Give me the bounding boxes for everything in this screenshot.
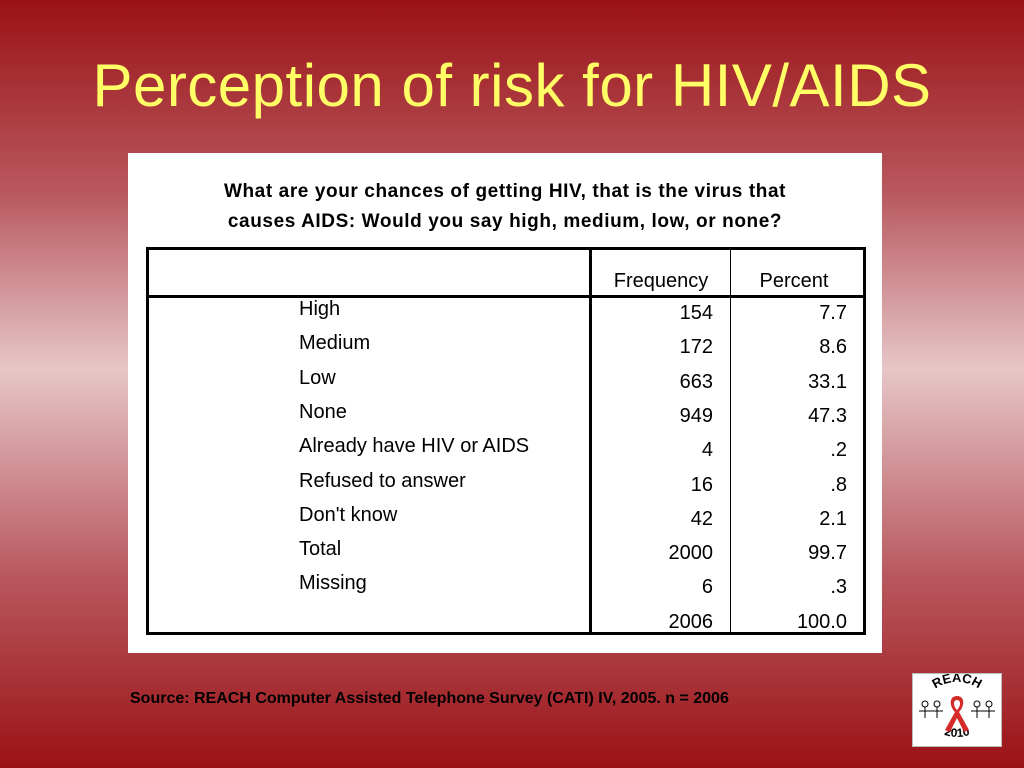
column-divider-frequency	[730, 250, 731, 632]
cell-frequency: 949	[679, 404, 713, 427]
table-panel: What are your chances of getting HIV, th…	[128, 153, 882, 653]
cell-percent: .3	[830, 576, 847, 599]
cell-frequency: 663	[679, 370, 713, 393]
reach-logo-icon: REACH 2010	[919, 670, 995, 740]
cell-percent: 7.7	[819, 302, 847, 324]
frequency-table: Frequency Percent High 154 7.7 Medium 172 8.6…	[146, 247, 866, 635]
cell-frequency: 16	[690, 473, 713, 496]
cell-percent: 99.7	[808, 542, 847, 565]
row-label: Missing	[299, 572, 367, 595]
svg-text:REACH: REACH	[929, 674, 984, 691]
cell-percent: 2.1	[819, 507, 847, 530]
cell-percent: .8	[830, 473, 847, 496]
cell-frequency: 2000	[668, 542, 714, 565]
cell-percent: 33.1	[808, 370, 847, 393]
row-label: Refused to answer	[299, 469, 466, 492]
row-label: None	[299, 400, 347, 423]
cell-frequency: 2006	[668, 610, 714, 633]
survey-question: What are your chances of getting HIV, th…	[128, 177, 882, 237]
cell-percent: .2	[830, 439, 847, 462]
row-label: Medium	[299, 332, 371, 355]
cell-percent: 47.3	[808, 404, 847, 427]
cell-frequency: 42	[690, 507, 713, 530]
cell-frequency: 6	[701, 576, 713, 599]
column-divider-label	[589, 250, 592, 632]
cell-frequency: 4	[701, 439, 713, 462]
cell-percent: 100.0	[796, 610, 847, 633]
header-frequency: Frequency	[613, 270, 709, 292]
row-label: Total	[299, 538, 342, 561]
header-divider	[149, 295, 863, 298]
slide-title: Perception of risk for HIV/AIDS	[92, 52, 932, 119]
row-label: Already have HIV or AIDS	[299, 435, 530, 458]
reach-2010-logo: REACH 2010	[912, 670, 1002, 747]
cell-percent: 8.6	[819, 336, 847, 359]
cell-frequency: 154	[679, 302, 713, 324]
question-line-2: causes AIDS: Would you say high, medium,…	[227, 211, 783, 232]
question-line-1: What are your chances of getting HIV, th…	[223, 181, 787, 202]
row-label: Low	[299, 366, 336, 389]
header-percent: Percent	[759, 270, 829, 292]
source-note: Source: REACH Computer Assisted Telephon…	[130, 690, 729, 707]
cell-frequency: 172	[679, 336, 713, 359]
row-label: Don't know	[299, 503, 398, 526]
row-label: High	[299, 298, 341, 320]
